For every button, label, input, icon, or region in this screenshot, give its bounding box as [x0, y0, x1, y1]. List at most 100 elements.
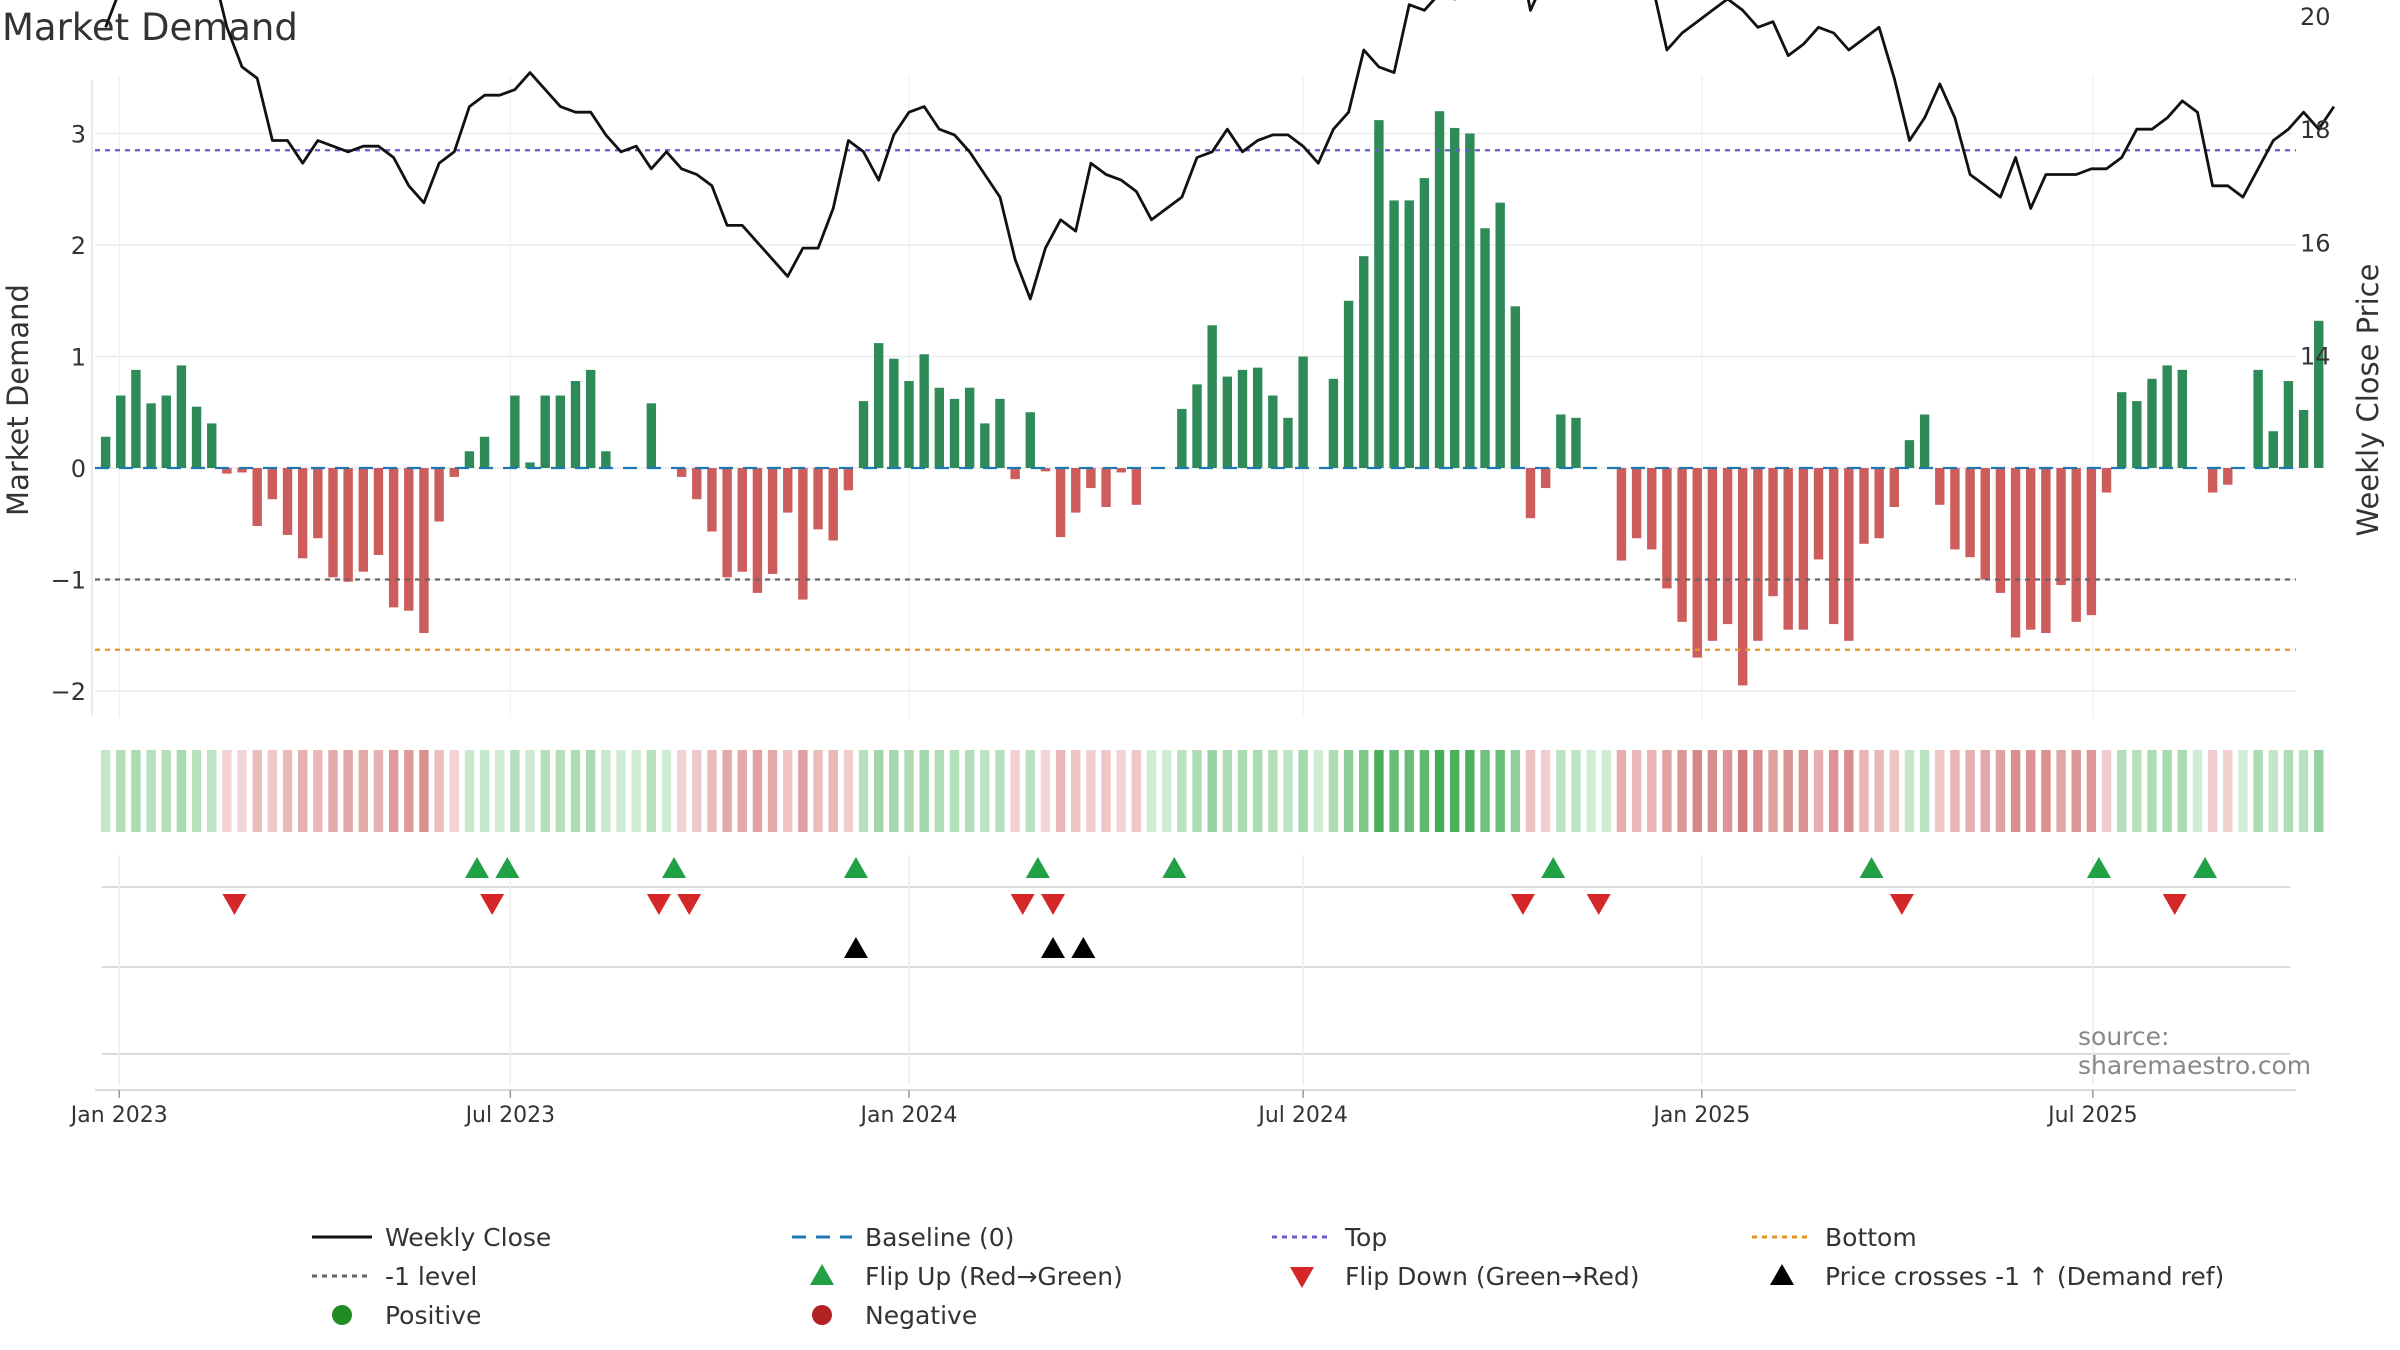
heat-strip-cell [1571, 750, 1581, 832]
demand-bar [1389, 200, 1399, 468]
demand-bar [1237, 369, 1248, 468]
demand-bar [1995, 468, 2006, 593]
heat-strip-cell [252, 750, 262, 832]
heat-strip-cell [2177, 750, 2188, 832]
heat-strip-cell [919, 750, 929, 832]
heat-strip-cell [2207, 750, 2218, 832]
heat-strip-cell [1374, 750, 1384, 832]
heat-strip-cell [752, 750, 763, 832]
heat-strip-cell [1783, 750, 1793, 832]
heat-strip-cell [1101, 750, 1111, 832]
demand-bar [282, 468, 293, 535]
heat-strip-cell [161, 750, 171, 832]
x-tick-label: Jul 2025 [2046, 1103, 2138, 1128]
heat-strip-cell [1161, 750, 1172, 832]
heat-strip-cell [388, 750, 399, 832]
flip-up-marker [2086, 857, 2111, 878]
heat-strip-cell [631, 750, 641, 832]
legend-swatch-dot [332, 1305, 352, 1325]
demand-bar [1495, 202, 1505, 468]
heat-strip-cell [1404, 750, 1414, 832]
heat-strip-cell [1601, 750, 1611, 832]
heat-strip-cell [570, 750, 581, 832]
heat-strip-cell [1495, 750, 1505, 832]
heat-strip-cell [131, 750, 141, 832]
heat-strip-cell [2116, 750, 2127, 832]
heat-strip-cell [1556, 750, 1566, 832]
heat-strip-cell [2026, 750, 2036, 832]
demand-bar [1662, 468, 1672, 589]
heat-strip-cell [2283, 750, 2294, 832]
heat-strip-cell [495, 750, 505, 832]
demand-bar [1859, 468, 1869, 544]
heat-strip-cell [949, 750, 960, 832]
heat-strip-cell [1283, 750, 1293, 832]
demand-bar [1404, 200, 1414, 468]
heat-strip-cell [1268, 750, 1278, 832]
demand-bar [873, 343, 884, 468]
flip-down-marker [2162, 894, 2187, 915]
heat-strip-cell [2238, 750, 2248, 832]
demand-bar [1950, 468, 1960, 550]
demand-bar [328, 468, 338, 578]
demand-bar [1252, 367, 1263, 468]
demand-bar [1116, 468, 1126, 473]
demand-bar [525, 462, 535, 468]
heat-strip-cell [1419, 750, 1430, 832]
heat-strip-cell [1434, 750, 1445, 832]
heat-strip-cell [1010, 750, 1020, 832]
demand-bar [1040, 468, 1051, 472]
heat-strip-cell [843, 750, 854, 832]
flip-down-marker [1889, 894, 1914, 915]
legend-label: Price crosses -1 ↑ (Demand ref) [1825, 1262, 2224, 1291]
demand-bar [676, 468, 687, 477]
legend-label: Positive [385, 1301, 481, 1330]
heat-strip-cell [995, 750, 1005, 832]
demand-bar [116, 395, 126, 468]
demand-bar [783, 468, 793, 513]
demand-bar [161, 395, 171, 468]
heat-strip-cell [1722, 750, 1733, 832]
heat-strip-cell [282, 750, 293, 832]
heat-strip-cell [722, 750, 732, 832]
price-cross-marker [1041, 937, 1066, 958]
demand-bar [1965, 468, 1975, 558]
heat-strip-cell [2041, 750, 2051, 832]
heat-strip-cell [1040, 750, 1051, 832]
legend-label: -1 level [385, 1262, 477, 1291]
heat-strip-cell [904, 750, 914, 832]
heat-strip-cell [1071, 750, 1081, 832]
demand-bar [2132, 401, 2142, 468]
demand-bar [510, 395, 520, 468]
heat-strip-cell [267, 750, 278, 832]
demand-bar [434, 468, 444, 522]
demand-bar [752, 468, 763, 593]
heat-strip-cell [1465, 750, 1475, 832]
flip-down-marker [1010, 894, 1035, 915]
demand-bar [1359, 256, 1369, 468]
heat-strip-cell [1207, 750, 1217, 832]
demand-bar [904, 381, 914, 468]
heat-strip-cell [237, 750, 247, 832]
heat-strip-cell [510, 750, 520, 832]
demand-bar [858, 401, 869, 468]
heat-strip-cell [2056, 750, 2066, 832]
heat-strip-cell [1177, 750, 1187, 832]
y-tick-label: 1 [71, 344, 86, 372]
demand-bar [1692, 468, 1702, 658]
demand-bar [1055, 468, 1066, 538]
y2-axis-title: Weekly Close Price [2351, 264, 2385, 537]
demand-bar [2056, 468, 2066, 586]
demand-bar [813, 468, 823, 530]
demand-bar [1571, 417, 1581, 468]
heat-strip-cell [555, 750, 566, 832]
demand-bar [2177, 369, 2188, 468]
demand-bar [2268, 431, 2278, 468]
heat-strip-cell [737, 750, 747, 832]
demand-bar [2162, 365, 2172, 468]
price-cross-marker [843, 937, 868, 958]
demand-bar [1450, 127, 1460, 469]
legend-swatch-triangle [810, 1264, 834, 1285]
demand-bar [2101, 468, 2112, 493]
